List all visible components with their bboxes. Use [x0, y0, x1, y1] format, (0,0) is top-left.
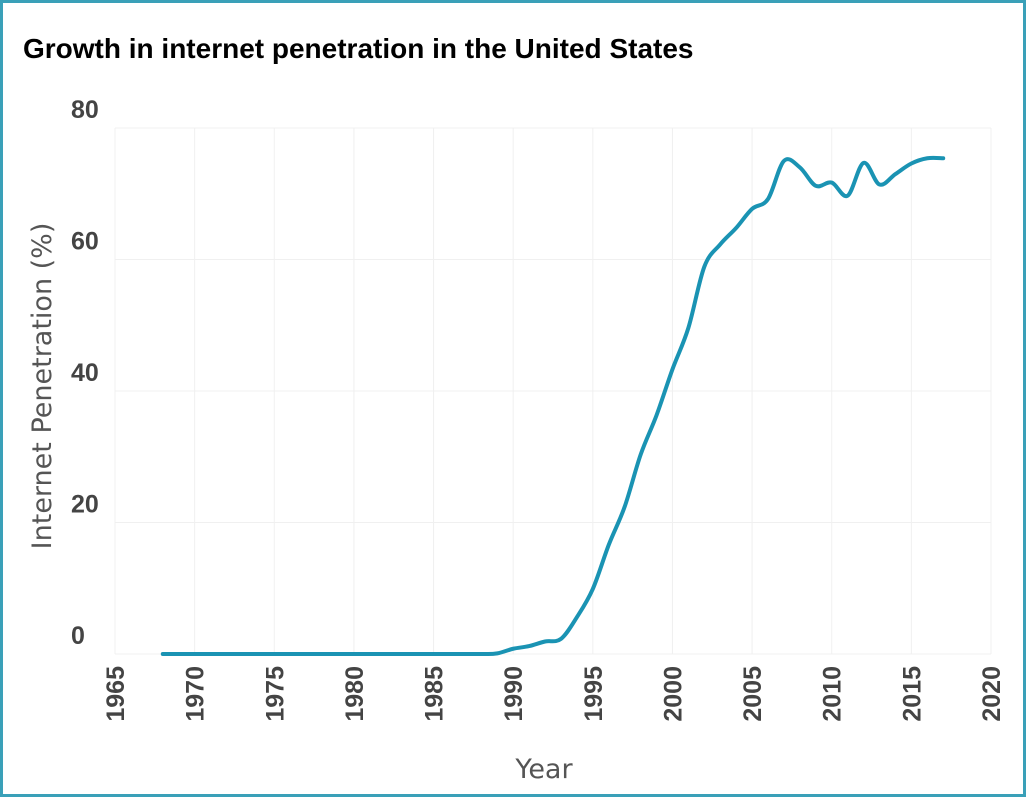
- x-tick-label: 1975: [261, 666, 289, 722]
- x-tick-label: 1985: [421, 666, 449, 722]
- y-tick-label: 0: [71, 622, 85, 650]
- x-tick-label: 1965: [102, 666, 130, 722]
- x-tick-label: 2015: [898, 666, 926, 722]
- x-tick-label: 2000: [659, 666, 687, 722]
- y-axis-title: Internet Penetration (%): [27, 223, 58, 550]
- x-tick-label: 2010: [819, 666, 847, 722]
- y-tick-label: 60: [71, 228, 99, 256]
- y-tick-label: 80: [71, 96, 99, 124]
- chart-title: Growth in internet penetration in the Un…: [23, 33, 694, 64]
- line-chart: 1965 1970 1975 1980 1985 1990 1995 2000 2005 2010…: [27, 96, 1006, 785]
- x-tick-label: 1990: [500, 666, 528, 722]
- x-tick-label: 2005: [739, 666, 767, 722]
- x-axis-title: Year: [514, 754, 573, 785]
- x-tick-label: 1995: [580, 666, 608, 722]
- x-tick-label: 2020: [978, 666, 1006, 722]
- y-tick-label: 40: [71, 359, 99, 387]
- series-line-0: [160, 155, 946, 657]
- x-tick-label: 1980: [341, 666, 369, 722]
- x-tick-label: 1970: [182, 666, 210, 722]
- y-tick-label: 20: [71, 491, 99, 519]
